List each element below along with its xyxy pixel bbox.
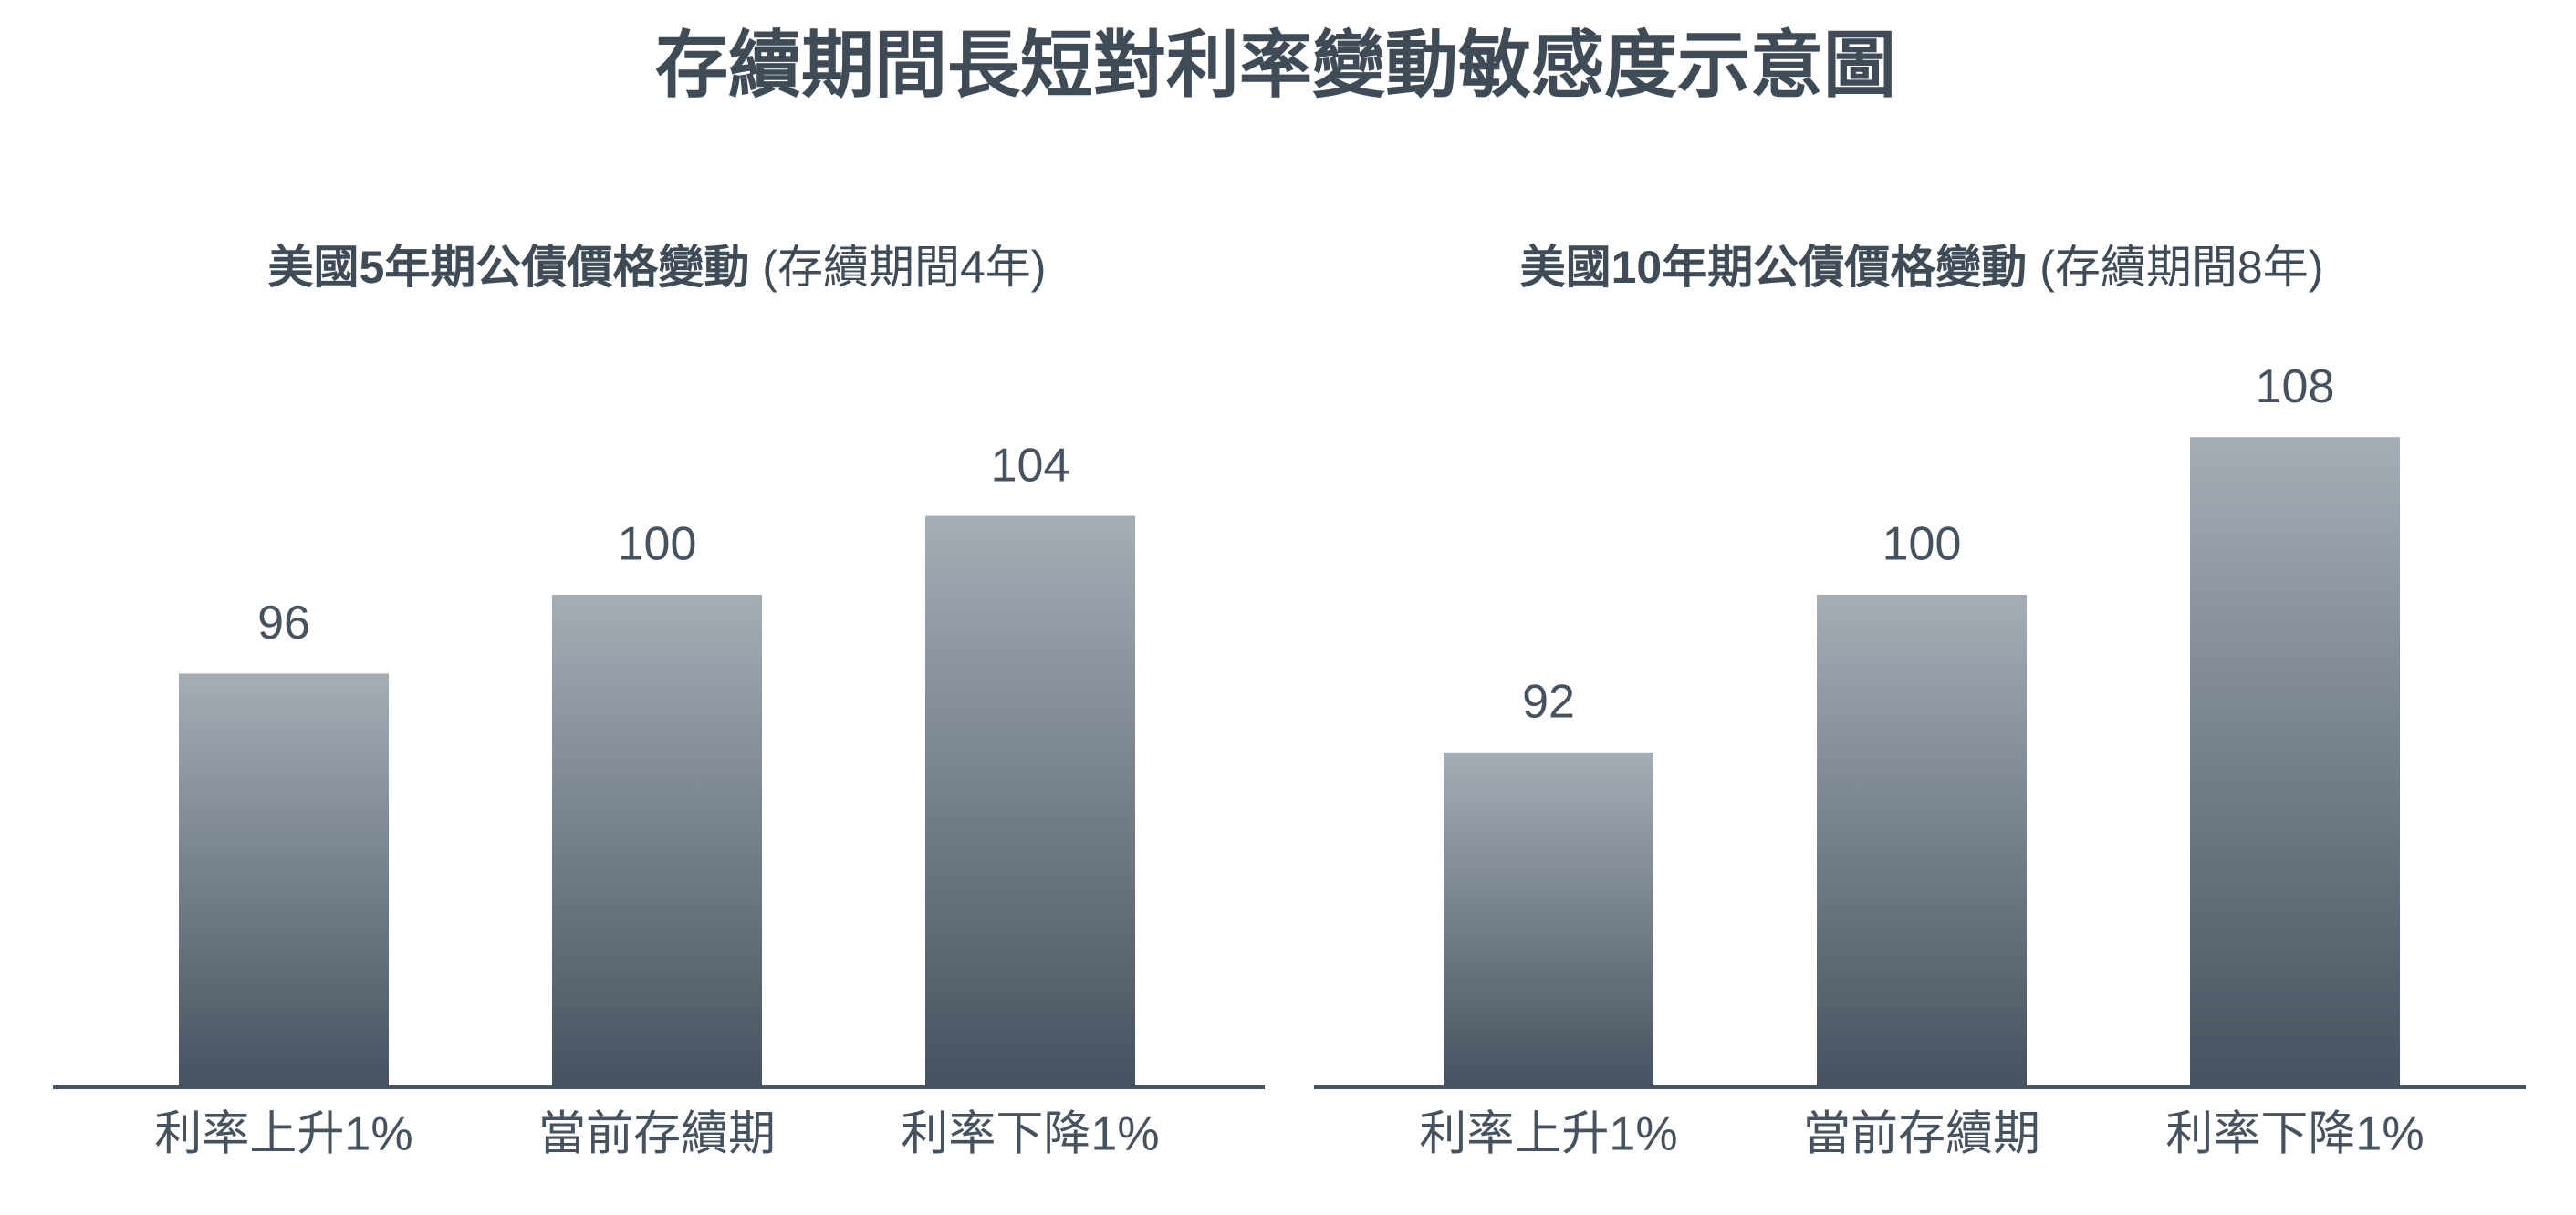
chart-title-main: 美國10年期公債價格變動	[1520, 242, 2028, 293]
page-title: 存續期間長短對利率變動敏感度示意圖	[655, 25, 1896, 106]
value-label: 100	[1882, 518, 1962, 571]
chart-subtitle: (存續期間4年)	[762, 242, 1046, 293]
x-tick-label: 利率下降1%	[2165, 1108, 2424, 1161]
chart-title: 美國5年期公債價格變動 (存續期間4年)	[268, 242, 1047, 293]
x-tick-label: 利率上升1%	[1419, 1108, 1677, 1161]
value-label: 92	[1522, 676, 1575, 729]
bar	[179, 673, 389, 1087]
x-tick-label: 當前存續期	[1803, 1108, 2040, 1161]
bar	[1444, 752, 1653, 1087]
bar	[2190, 437, 2400, 1087]
bar	[925, 515, 1135, 1087]
chart-subtitle: (存續期間8年)	[2039, 242, 2323, 293]
bar	[1817, 595, 2027, 1087]
x-tick-label: 利率下降1%	[901, 1108, 1159, 1161]
value-label: 100	[618, 518, 697, 571]
x-tick-label: 當前存續期	[538, 1108, 776, 1161]
x-tick-label: 利率上升1%	[154, 1108, 412, 1161]
chart-title-main: 美國5年期公債價格變動	[268, 242, 750, 293]
value-label: 104	[991, 439, 1070, 492]
value-label: 108	[2256, 360, 2335, 413]
value-label: 96	[257, 597, 310, 649]
bar	[552, 595, 762, 1087]
chart-title: 美國10年期公債價格變動 (存續期間8年)	[1520, 242, 2324, 293]
